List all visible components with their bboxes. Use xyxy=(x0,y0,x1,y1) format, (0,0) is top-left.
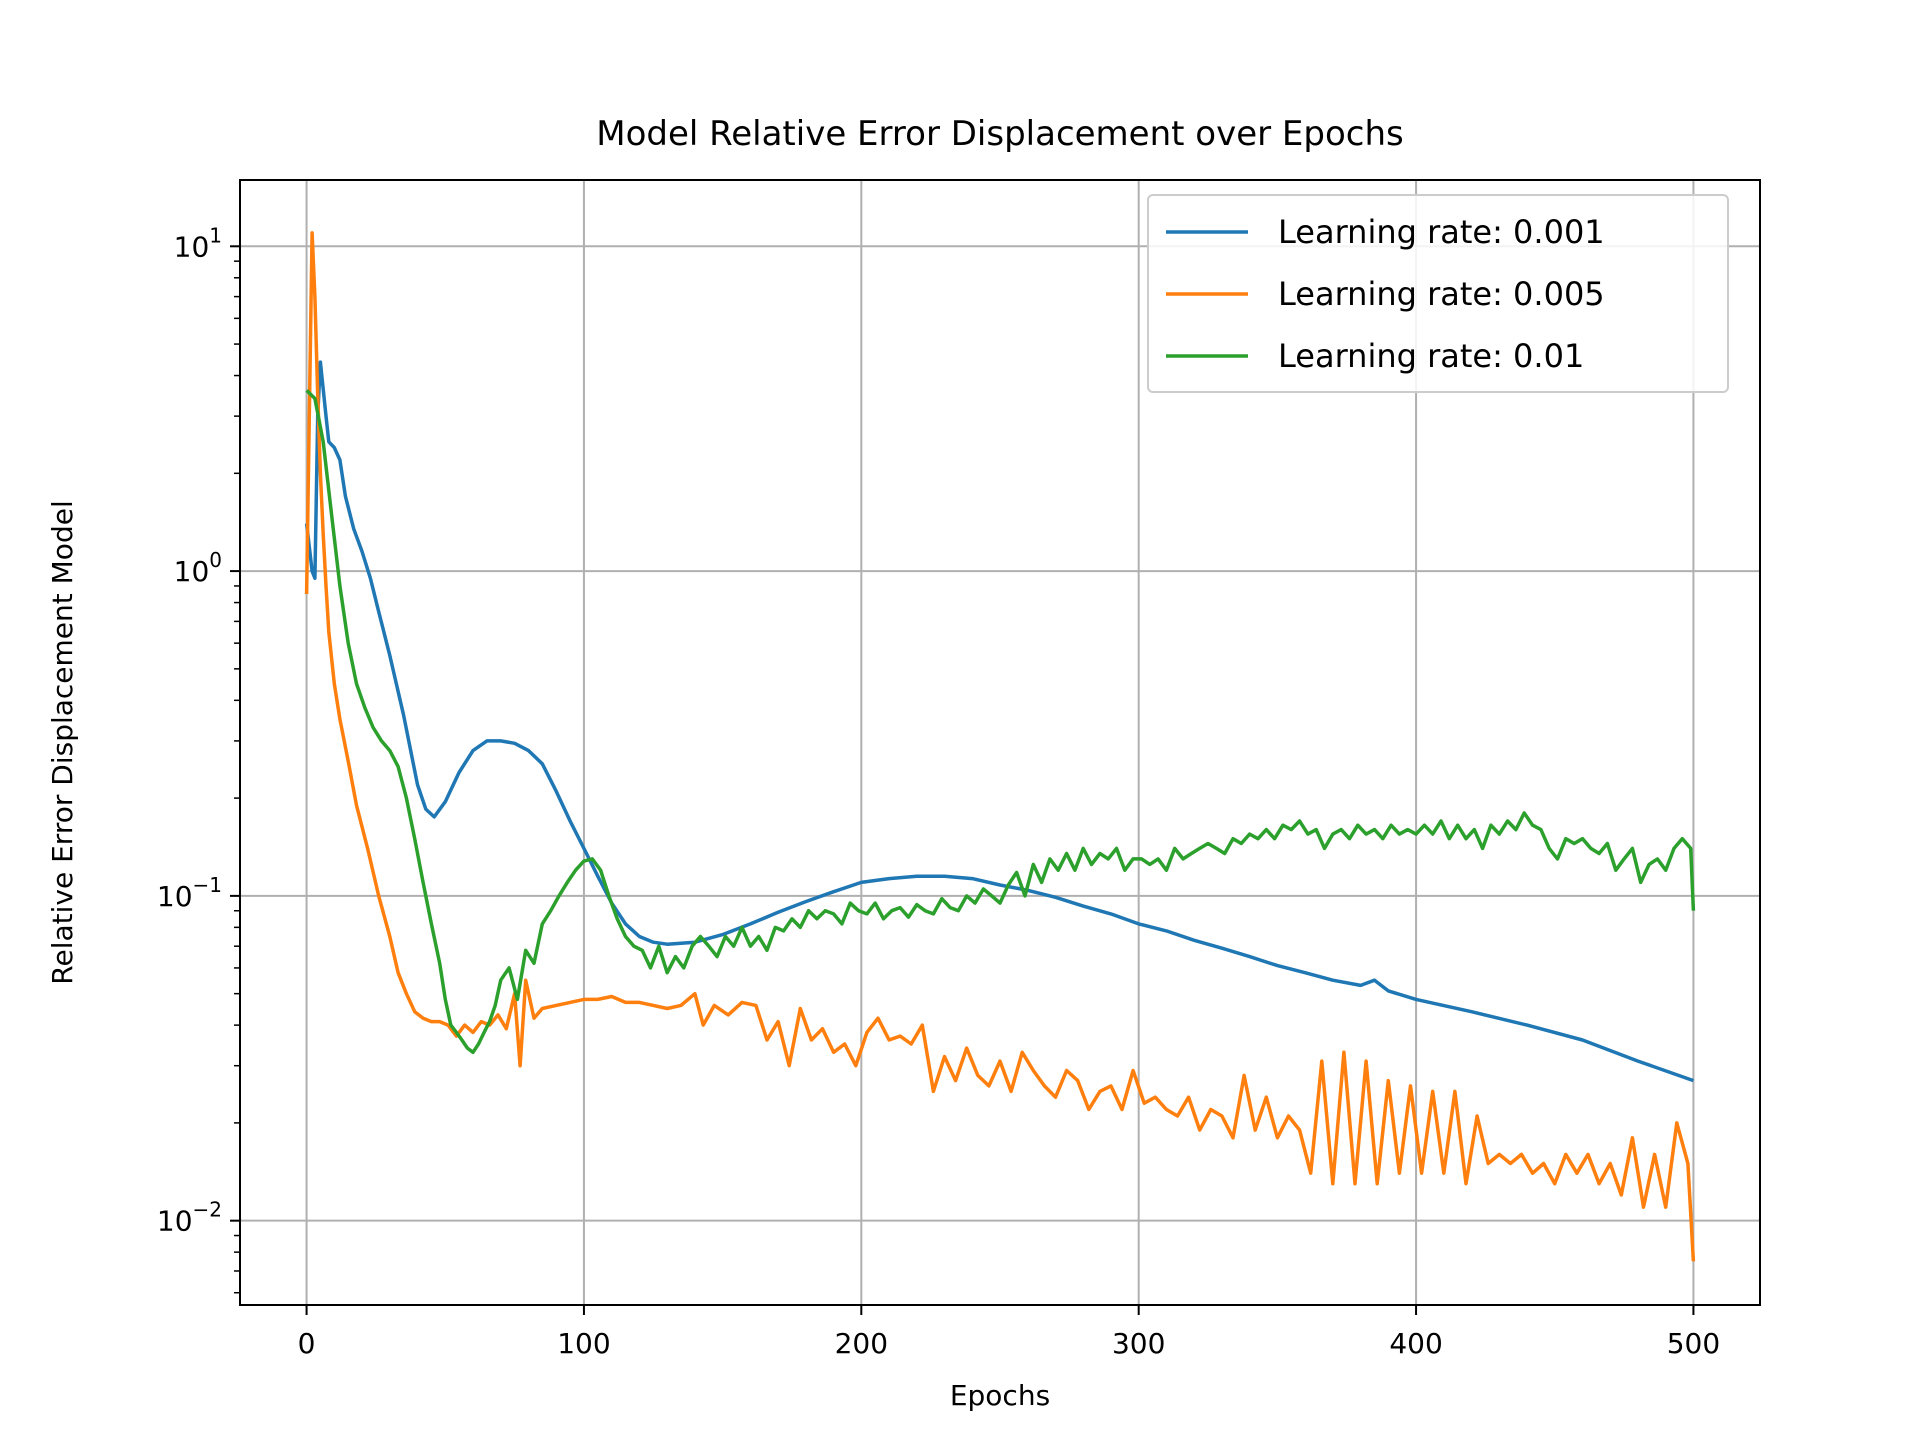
y-tick-label: 10−1 xyxy=(157,873,222,913)
y-tick-label: 100 xyxy=(174,548,222,588)
x-tick-label: 400 xyxy=(1389,1327,1442,1360)
series-line-2 xyxy=(304,231,1696,1262)
legend-label-2: Learning rate: 0.005 xyxy=(1278,275,1605,313)
y-axis-label: Relative Error Displacement Model xyxy=(46,500,79,984)
series-lines xyxy=(304,231,1696,1262)
series-line-1 xyxy=(304,360,1694,1083)
y-tick-label: 101 xyxy=(174,223,222,263)
axis-ticks: 0 100 200 300 400 500 101 100 10−1 10−2 xyxy=(157,223,1720,1360)
legend: Learning rate: 0.001 Learning rate: 0.005… xyxy=(1147,194,1729,393)
y-tick-label: 10−2 xyxy=(157,1198,222,1238)
x-tick-label: 500 xyxy=(1667,1327,1720,1360)
chart-title: Model Relative Error Displacement over E… xyxy=(596,114,1403,154)
x-tick-label: 200 xyxy=(835,1327,888,1360)
x-axis-label: Epochs xyxy=(950,1379,1050,1412)
plot-frame xyxy=(239,179,1761,1306)
x-tick-label: 100 xyxy=(557,1327,610,1360)
legend-box xyxy=(1147,194,1729,393)
series-line-3 xyxy=(305,389,1696,1055)
legend-label-1: Learning rate: 0.001 xyxy=(1278,213,1605,251)
legend-label-3: Learning rate: 0.01 xyxy=(1278,337,1584,375)
x-tick-label: 300 xyxy=(1112,1327,1165,1360)
x-tick-label: 0 xyxy=(298,1327,316,1360)
